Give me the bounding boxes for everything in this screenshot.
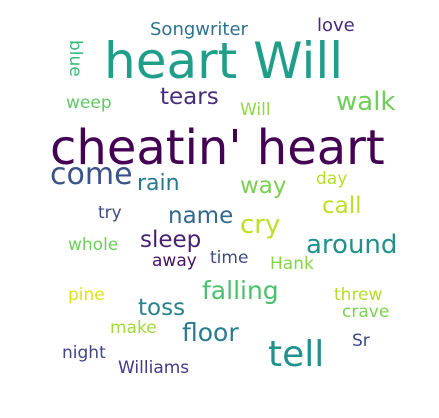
word-crave: crave <box>342 302 390 322</box>
word-love: love <box>317 15 355 36</box>
word-sr: Sr <box>352 331 370 351</box>
word-try: try <box>98 203 122 223</box>
word-cheatin-heart: cheatin' heart <box>50 120 385 176</box>
word-songwriter: Songwriter <box>150 19 248 40</box>
word-falling: falling <box>202 276 279 305</box>
word-name: name <box>168 203 234 229</box>
word-call: call <box>322 193 362 219</box>
word-time: time <box>210 248 249 268</box>
word-tell: tell <box>268 334 325 375</box>
word-walk: walk <box>336 87 396 117</box>
word-heart-will: heart Will <box>104 32 344 90</box>
word-whole: whole <box>68 235 119 255</box>
word-sleep: sleep <box>140 227 202 253</box>
word-cry: cry <box>240 210 281 240</box>
word-way: way <box>240 173 287 199</box>
word-rain: rain <box>137 171 180 196</box>
word-night: night <box>62 343 106 363</box>
word-weep: weep <box>66 93 112 113</box>
word-blue: blue <box>65 40 85 77</box>
word-threw: threw <box>334 285 383 305</box>
word-floor: floor <box>182 318 239 347</box>
word-away: away <box>152 251 197 271</box>
word-make: make <box>110 318 157 338</box>
word-day: day <box>316 169 348 189</box>
word-hank: Hank <box>270 254 314 274</box>
word-tears: tears <box>160 84 219 110</box>
word-come: come <box>50 157 133 192</box>
word-around: around <box>306 230 398 260</box>
word-pine: pine <box>68 285 105 305</box>
word-will: Will <box>240 100 271 120</box>
word-williams: Williams <box>118 358 190 378</box>
word-toss: toss <box>138 295 186 321</box>
